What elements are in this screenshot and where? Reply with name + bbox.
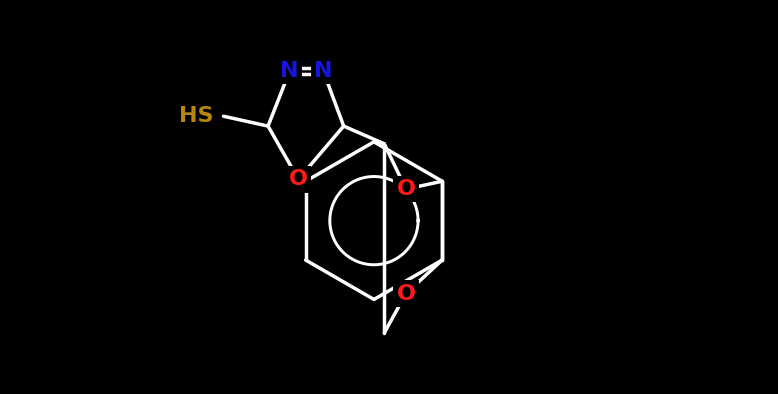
Text: N: N [280,61,299,81]
Text: HS: HS [179,106,214,126]
Text: O: O [397,284,415,303]
Text: N: N [314,61,332,81]
Text: O: O [289,169,308,189]
Text: O: O [397,179,415,199]
